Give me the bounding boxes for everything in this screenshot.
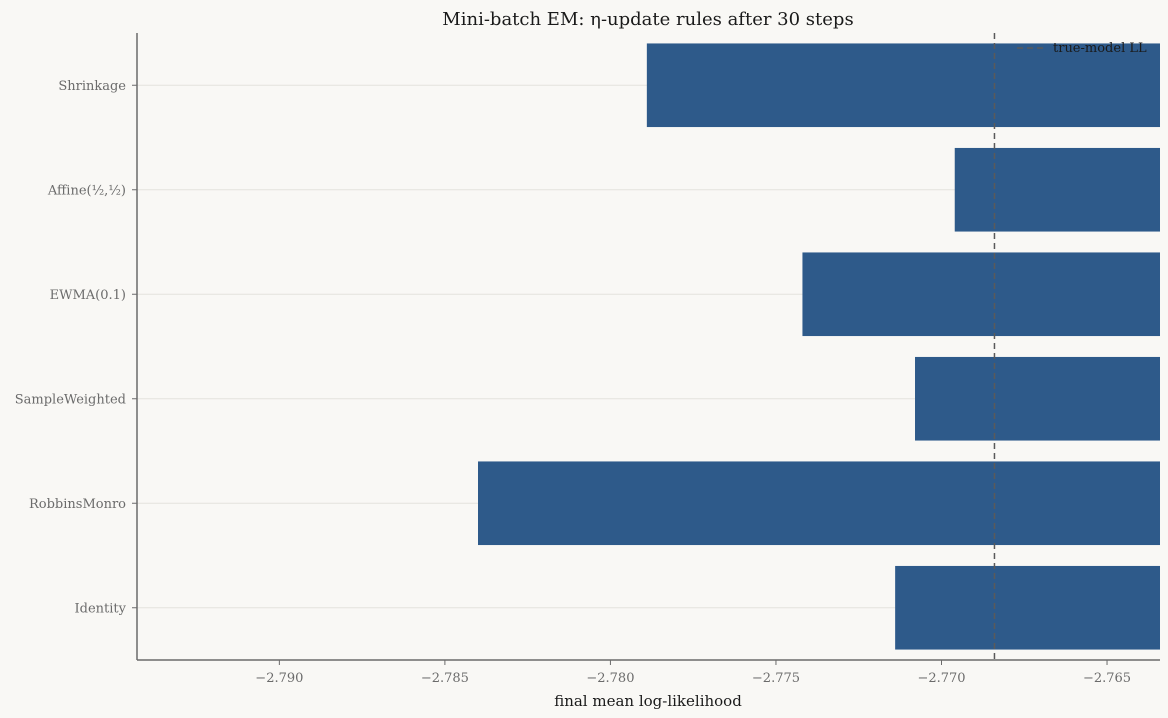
x-tick-label: −2.765 [1083,671,1131,686]
y-tick-label: RobbinsMonro [29,497,126,512]
y-tick-label: Shrinkage [58,79,126,94]
x-axis-label: final mean log-likelihood [554,692,742,710]
legend-text: true-model LL [1053,41,1147,56]
legend: true-model LL [1017,41,1147,56]
ticks-layer: −2.790 −2.785 −2.780 −2.775 −2.770 −2.765 Iden… [15,79,1131,686]
x-tick-label: −2.770 [917,671,965,686]
bar [646,43,1160,128]
x-tick-label: −2.775 [752,671,800,686]
chart-title: Mini-batch EM: η-update rules after 30 s… [442,9,853,30]
bar [478,461,1160,546]
bar [895,565,1160,650]
x-tick-label: −2.785 [421,671,469,686]
bars-layer [478,43,1160,650]
bar [954,147,1160,232]
y-tick-label: EWMA(0.1) [50,288,126,303]
x-tick-label: −2.790 [255,671,303,686]
y-tick-label: Affine(½,½) [47,183,126,198]
x-tick-label: −2.780 [586,671,634,686]
bar [915,356,1160,441]
y-tick-label: Identity [75,601,127,616]
y-tick-label: SampleWeighted [15,392,126,407]
axes-layer [136,33,1160,661]
bar [802,252,1160,337]
